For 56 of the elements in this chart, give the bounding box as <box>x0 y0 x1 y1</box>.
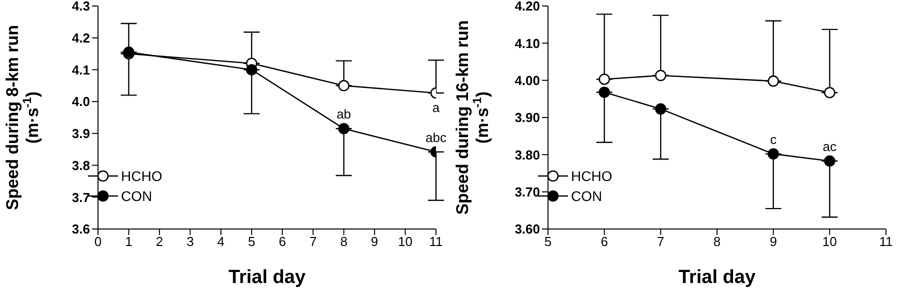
point <box>768 75 779 87</box>
x-tick-label: 3 <box>186 234 194 250</box>
point <box>768 148 779 160</box>
x-tick-label: 10 <box>822 234 837 250</box>
x-tick-label: 4 <box>217 234 225 250</box>
legend-label: HCHO <box>121 168 162 184</box>
y-tick-label: 3.70 <box>514 184 540 200</box>
x-axis-title: Trial day <box>228 267 306 288</box>
y-tick-label: 3.7 <box>72 190 90 205</box>
annotation: ab <box>336 106 352 122</box>
x-tick-label: 2 <box>156 234 164 250</box>
point <box>824 155 836 167</box>
legend-label: CON <box>571 188 602 204</box>
x-tick-label: 7 <box>657 234 664 250</box>
legend-label: CON <box>121 188 152 204</box>
legend-label: HCHO <box>571 168 612 184</box>
y-tick-label: 4.1 <box>72 62 90 78</box>
x-tick-label: 11 <box>879 234 893 250</box>
point <box>246 64 258 76</box>
annotation: ac <box>822 138 838 154</box>
y-tick-label: 4.3 <box>72 0 90 14</box>
x-tick-label: 10 <box>398 234 413 250</box>
point <box>338 123 350 134</box>
annotation: a <box>432 100 440 116</box>
y-tick-label: 4.20 <box>514 0 540 14</box>
y-tick-label: 4.0 <box>72 94 90 110</box>
x-tick-label: 6 <box>600 234 608 250</box>
annotation: c <box>770 132 778 147</box>
x-tick-label: 8 <box>340 234 348 250</box>
x-tick-label: 11 <box>429 234 443 250</box>
x-tick-label: 7 <box>309 234 317 250</box>
x-tick-label: 9 <box>770 234 777 250</box>
y-tick-label: 3.90 <box>514 110 540 126</box>
x-tick-label: 5 <box>544 234 552 250</box>
annotation: abc <box>426 130 447 145</box>
y-tick-label: 3.60 <box>514 222 540 237</box>
x-tick-label: 6 <box>278 234 286 250</box>
y-tick-label: 4.10 <box>514 36 540 51</box>
y-tick-label: 4.00 <box>514 72 540 88</box>
y-tick-label: 3.9 <box>72 126 90 142</box>
x-tick-label: 0 <box>94 234 102 250</box>
point <box>655 70 666 82</box>
point <box>824 86 836 98</box>
x-axis-title: Trial day <box>678 267 756 288</box>
x-tick-label: 8 <box>713 234 721 250</box>
y-tick-label: 3.80 <box>514 147 540 162</box>
y-tick-label: 4.2 <box>72 30 90 46</box>
point <box>598 86 610 98</box>
x-tick-label: 5 <box>248 234 256 250</box>
y-tick-label: 3.6 <box>72 222 90 237</box>
point <box>598 74 610 85</box>
x-tick-label: 1 <box>125 234 132 250</box>
point <box>338 80 350 92</box>
point <box>655 103 666 115</box>
y-tick-label: 3.8 <box>72 158 90 173</box>
x-tick-label: 9 <box>370 234 378 250</box>
